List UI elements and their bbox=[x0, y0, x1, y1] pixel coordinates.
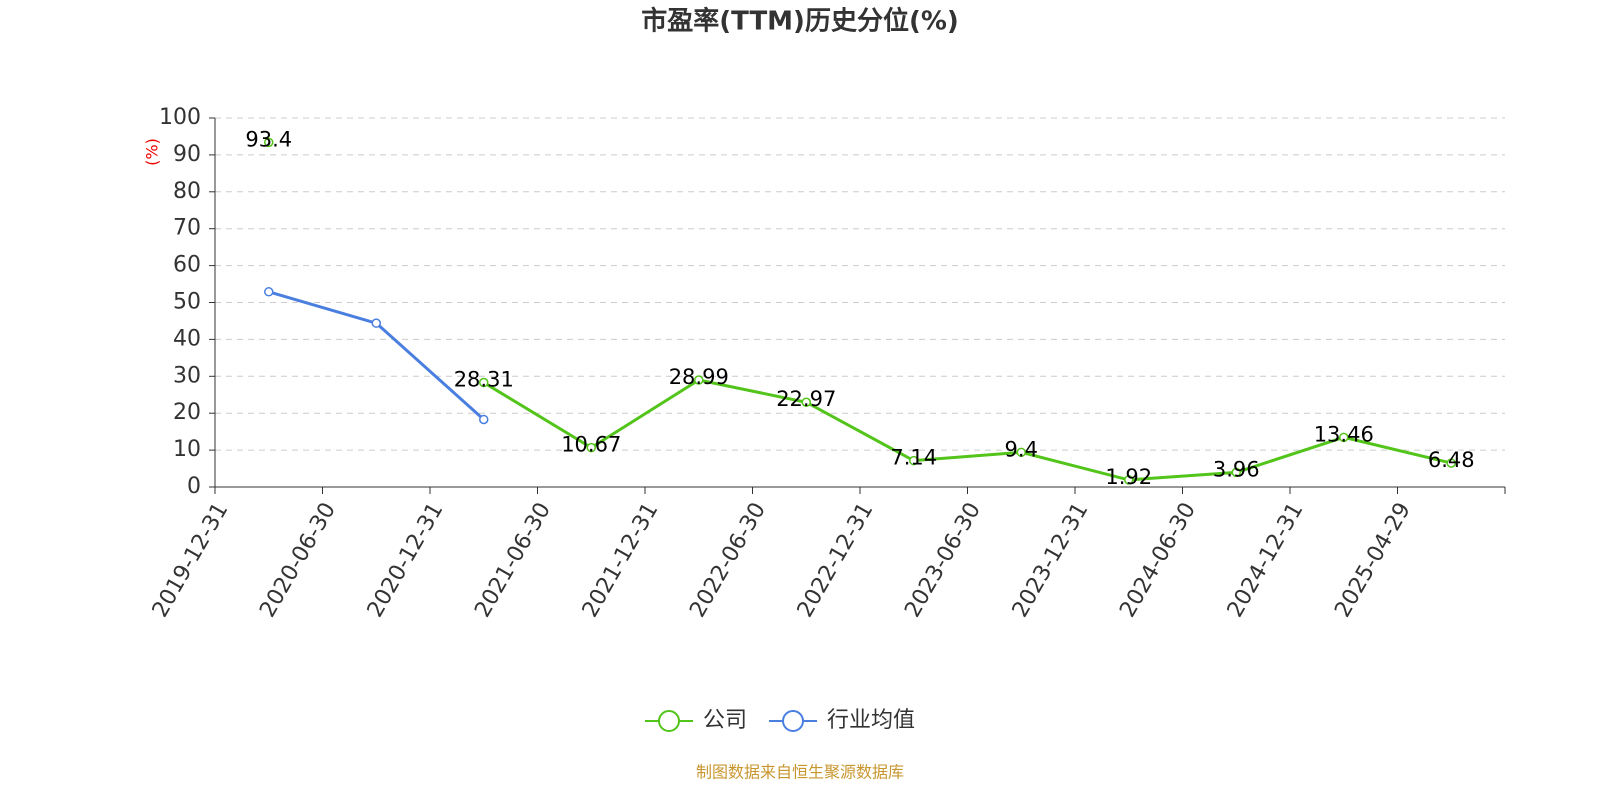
x-tick-label: 2020-06-30 bbox=[255, 499, 341, 622]
data-point bbox=[1124, 475, 1134, 485]
y-axis-label: (%) bbox=[143, 138, 162, 166]
y-tick-label: 0 bbox=[187, 474, 201, 499]
data-label: 6.48 bbox=[1428, 448, 1475, 472]
x-tick-label: 2022-06-30 bbox=[685, 499, 771, 622]
data-label: 7.14 bbox=[890, 446, 937, 470]
data-label: 13.46 bbox=[1314, 422, 1374, 446]
data-point bbox=[801, 397, 811, 407]
y-tick-label: 20 bbox=[173, 400, 201, 425]
x-tick-label: 2021-12-31 bbox=[578, 499, 664, 622]
x-tick-label: 2023-06-30 bbox=[900, 499, 986, 622]
x-tick-label: 2025-04-29 bbox=[1330, 499, 1416, 622]
y-tick-label: 30 bbox=[173, 363, 201, 388]
data-label: 22.97 bbox=[776, 387, 836, 411]
y-tick-label: 70 bbox=[173, 216, 201, 241]
x-tick-label: 2020-12-31 bbox=[363, 499, 449, 622]
y-tick-label: 50 bbox=[173, 290, 201, 315]
data-label: 3.96 bbox=[1213, 457, 1260, 481]
series-line bbox=[268, 290, 485, 421]
data-label: 10.67 bbox=[561, 433, 621, 457]
data-label: 9.4 bbox=[1005, 437, 1038, 461]
data-point bbox=[1231, 467, 1241, 478]
legend-label: 公司 bbox=[703, 708, 747, 733]
data-point bbox=[479, 377, 489, 388]
data-point bbox=[1446, 458, 1456, 468]
x-tick-label: 2023-12-31 bbox=[1008, 499, 1094, 622]
x-tick-label: 2021-06-30 bbox=[470, 499, 556, 622]
data-label: 28.31 bbox=[454, 368, 514, 392]
x-tick-label: 2019-12-31 bbox=[148, 499, 234, 622]
y-tick-label: 90 bbox=[173, 142, 201, 167]
data-point bbox=[1339, 432, 1349, 443]
y-tick-label: 80 bbox=[173, 179, 201, 204]
data-point bbox=[694, 375, 704, 385]
y-tick-label: 40 bbox=[173, 326, 201, 351]
x-tick-label: 2024-12-31 bbox=[1223, 499, 1309, 622]
chart-title: 市盈率(TTM)历史分位(%) bbox=[641, 6, 959, 37]
data-label: 1.92 bbox=[1105, 465, 1152, 489]
data-point bbox=[1016, 447, 1026, 458]
x-tick-label: 2024-06-30 bbox=[1115, 499, 1201, 622]
legend-marker bbox=[782, 710, 805, 732]
data-point bbox=[909, 455, 919, 466]
data-label: 93.4 bbox=[245, 127, 292, 151]
y-tick-label: 100 bbox=[159, 105, 201, 130]
y-tick-label: 60 bbox=[173, 253, 201, 278]
data-point bbox=[371, 318, 381, 328]
source-note: 制图数据来自恒生聚源数据库 bbox=[696, 763, 904, 782]
legend-marker bbox=[658, 710, 680, 732]
data-point bbox=[264, 287, 274, 297]
legend-label: 行业均值 bbox=[827, 708, 915, 733]
x-tick-label: 2022-12-31 bbox=[793, 499, 879, 622]
data-label: 28.99 bbox=[669, 365, 729, 389]
series-line bbox=[482, 378, 1452, 482]
data-point bbox=[586, 442, 596, 453]
data-point bbox=[264, 137, 274, 148]
y-tick-label: 10 bbox=[173, 437, 201, 462]
data-point bbox=[479, 414, 489, 425]
